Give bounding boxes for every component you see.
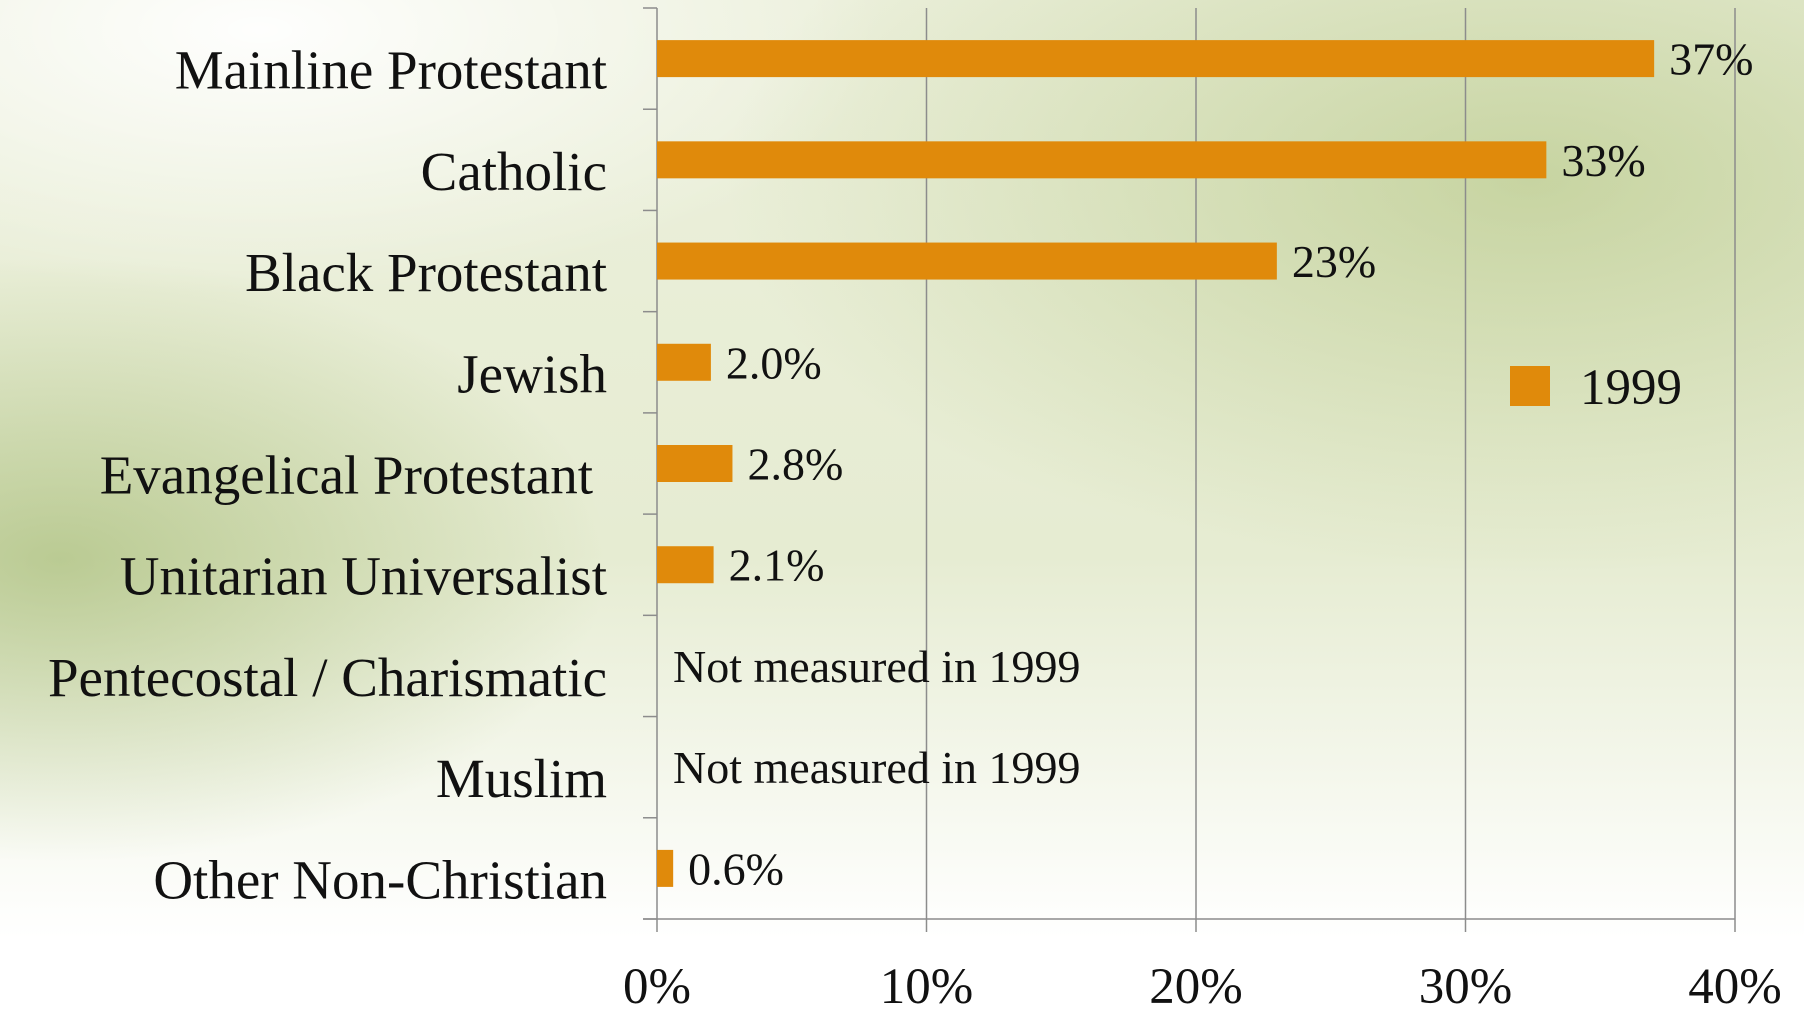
- data-label-catholic: 33%: [1561, 135, 1645, 186]
- legend: 1999: [1510, 360, 1682, 416]
- data-label-unitarian-universalist: 2.1%: [729, 540, 825, 591]
- category-label-evangelical-protestant: Evangelical Protestant: [100, 445, 593, 506]
- bar-catholic: [657, 141, 1547, 179]
- category-label-pentecostal-charismatic: Pentecostal / Charismatic: [48, 647, 607, 708]
- x-tick-label-0: 0%: [623, 959, 691, 1010]
- bar-evangelical-protestant: [657, 445, 733, 482]
- data-label-other-non-christian: 0.6%: [688, 843, 784, 894]
- x-tick-label-4: 40%: [1688, 959, 1781, 1010]
- note-label-pentecostal-charismatic: Not measured in 1999: [673, 641, 1081, 692]
- category-label-black-protestant: Black Protestant: [245, 242, 607, 303]
- category-label-muslim: Muslim: [436, 748, 607, 809]
- x-tick-labels: 0% 10% 20% 30% 40%: [623, 959, 1782, 1010]
- data-labels: 37% 33% 23% 2.0% 2.8% 2.1% Not measured in 199…: [673, 34, 1753, 895]
- x-tick-label-2: 20%: [1149, 959, 1242, 1010]
- category-label-catholic: Catholic: [421, 141, 607, 202]
- data-label-jewish: 2.0%: [726, 337, 822, 388]
- data-label-mainline-protestant: 37%: [1669, 34, 1753, 85]
- category-label-unitarian-universalist: Unitarian Universalist: [120, 546, 607, 607]
- bar-mainline-protestant: [657, 40, 1655, 78]
- bar-black-protestant: [657, 242, 1277, 280]
- bars: [657, 40, 1655, 887]
- category-label-other-non-christian: Other Non-Christian: [153, 849, 607, 910]
- x-tick-label-3: 30%: [1419, 959, 1512, 1010]
- category-label-jewish: Jewish: [457, 343, 607, 404]
- data-label-black-protestant: 23%: [1292, 236, 1376, 287]
- bar-other-non-christian: [657, 849, 674, 887]
- legend-label-1999: 1999: [1580, 360, 1682, 416]
- x-tick-label-1: 10%: [880, 959, 973, 1010]
- category-labels: Mainline Protestant Catholic Black Protest…: [48, 40, 607, 911]
- bar-unitarian-universalist: [657, 546, 714, 584]
- data-label-evangelical-protestant: 2.8%: [747, 439, 843, 490]
- legend-swatch-1999: [1510, 366, 1550, 406]
- category-label-mainline-protestant: Mainline Protestant: [175, 40, 607, 101]
- note-label-muslim: Not measured in 1999: [673, 742, 1081, 793]
- bar-jewish: [657, 343, 711, 381]
